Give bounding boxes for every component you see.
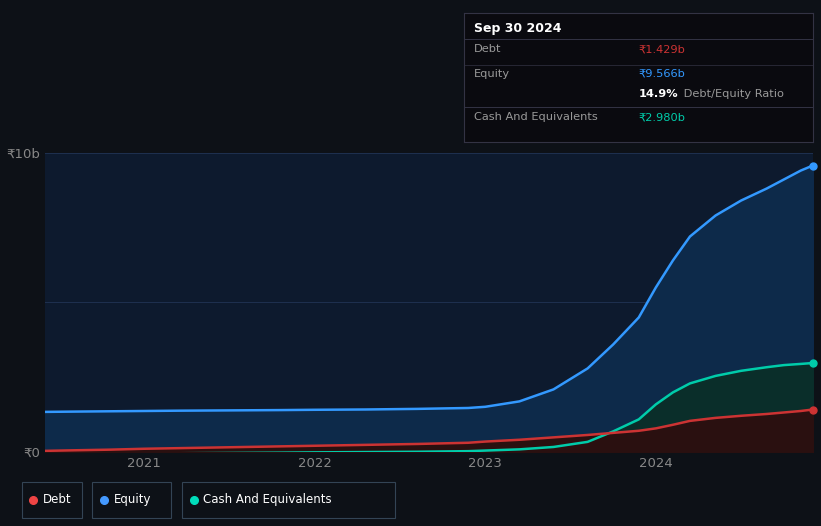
FancyBboxPatch shape [182,482,396,518]
Text: Debt: Debt [44,493,71,506]
FancyBboxPatch shape [92,482,172,518]
Text: ₹1.429b: ₹1.429b [639,44,686,54]
Text: ₹9.566b: ₹9.566b [639,68,686,78]
Text: Equity: Equity [475,68,511,78]
FancyBboxPatch shape [22,482,81,518]
Text: 14.9%: 14.9% [639,89,678,99]
Text: Debt/Equity Ratio: Debt/Equity Ratio [680,89,784,99]
Text: Cash And Equivalents: Cash And Equivalents [475,113,598,123]
Text: ₹2.980b: ₹2.980b [639,113,686,123]
Text: Sep 30 2024: Sep 30 2024 [475,22,562,35]
Text: Cash And Equivalents: Cash And Equivalents [204,493,332,506]
Text: Equity: Equity [113,493,151,506]
Text: Debt: Debt [475,44,502,54]
